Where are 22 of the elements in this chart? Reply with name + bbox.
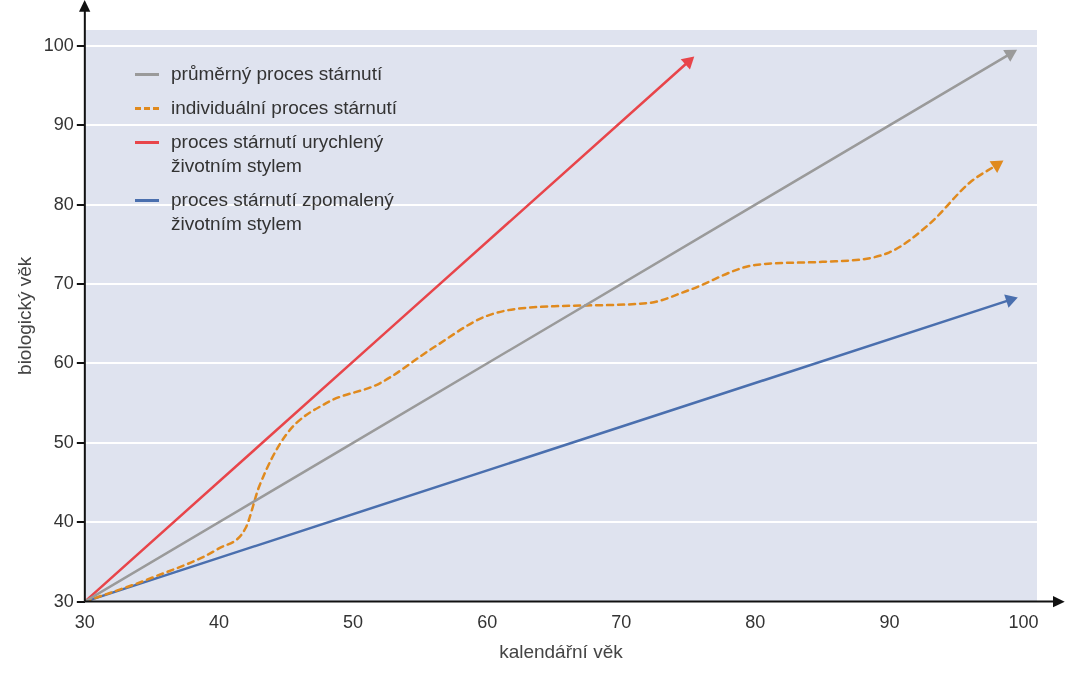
x-tick-label: 80 xyxy=(745,612,766,633)
y-tick-label: 60 xyxy=(53,352,74,373)
x-tick-label: 100 xyxy=(1008,612,1039,633)
y-tick-label: 30 xyxy=(53,590,74,611)
x-tick-label: 50 xyxy=(343,612,364,633)
x-tick-label: 40 xyxy=(208,612,229,633)
y-axis-title: biologický věk xyxy=(13,256,35,375)
x-axis-title: kalendářní věk xyxy=(499,640,624,662)
x-tick-label: 60 xyxy=(477,612,498,633)
legend-label: individuální proces stárnutí xyxy=(171,96,398,120)
legend-label: proces stárnutí urychlený životním stylem xyxy=(171,130,385,178)
y-tick-label: 50 xyxy=(53,431,74,452)
y-tick-label: 40 xyxy=(53,511,74,532)
y-tick-label: 90 xyxy=(53,114,74,135)
y-tick-label: 100 xyxy=(43,34,74,55)
y-tick-label: 80 xyxy=(53,193,74,214)
legend-label: průměrný proces stárnutí xyxy=(171,62,383,86)
x-tick-label: 30 xyxy=(74,612,95,633)
legend-label: proces stárnutí zpomalený životním stylem xyxy=(171,188,395,236)
y-tick-label: 70 xyxy=(53,273,74,294)
x-tick-label: 90 xyxy=(879,612,900,633)
x-tick-label: 70 xyxy=(611,612,632,633)
